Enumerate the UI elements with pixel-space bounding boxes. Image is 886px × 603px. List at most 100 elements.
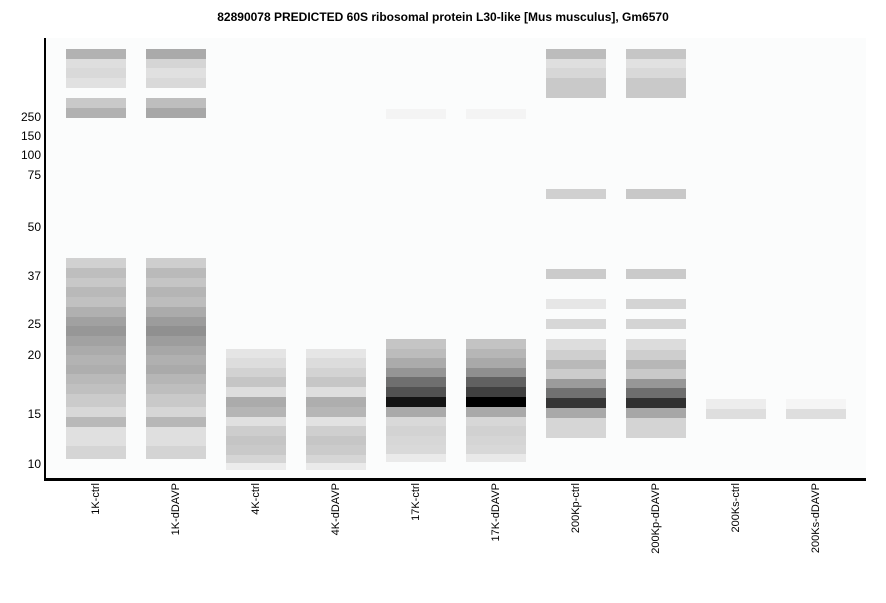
- gel-band: [226, 387, 286, 397]
- gel-band: [146, 317, 206, 326]
- gel-band: [66, 59, 126, 68]
- gel-lane: [146, 0, 206, 481]
- gel-band: [626, 418, 686, 438]
- gel-band: [146, 417, 206, 427]
- chart-title: 82890078 PREDICTED 60S ribosomal protein…: [217, 10, 669, 24]
- gel-band: [146, 374, 206, 384]
- gel-band: [66, 326, 126, 336]
- gel-band: [626, 350, 686, 360]
- x-axis-lane-label: 200Kp-dDAVP: [649, 483, 662, 554]
- gel-band: [226, 455, 286, 463]
- gel-band: [466, 407, 526, 417]
- gel-lane: [66, 0, 126, 481]
- gel-band: [546, 78, 606, 98]
- gel-band: [546, 398, 606, 408]
- gel-band: [66, 49, 126, 59]
- gel-band: [626, 360, 686, 369]
- gel-band: [466, 339, 526, 349]
- gel-band: [66, 384, 126, 394]
- gel-band: [626, 78, 686, 98]
- x-axis-line: [44, 478, 866, 481]
- gel-band: [306, 445, 366, 455]
- gel-band: [386, 368, 446, 377]
- gel-band: [146, 407, 206, 417]
- gel-band: [306, 426, 366, 436]
- gel-band: [546, 369, 606, 379]
- x-axis-lane-label: 200Kp-ctrl: [569, 483, 582, 534]
- gel-band: [146, 268, 206, 278]
- gel-band: [626, 299, 686, 309]
- gel-band: [146, 446, 206, 459]
- gel-lane: [386, 0, 446, 481]
- gel-band: [66, 98, 126, 108]
- gel-band: [546, 379, 606, 388]
- gel-band: [306, 387, 366, 397]
- gel-band: [66, 336, 126, 346]
- gel-band: [226, 407, 286, 417]
- gel-band: [66, 427, 126, 446]
- gel-band: [546, 59, 606, 68]
- y-axis-tick-label: 50: [27, 220, 41, 234]
- gel-lane: [466, 0, 526, 481]
- gel-band: [786, 409, 846, 419]
- gel-band: [546, 68, 606, 78]
- gel-band: [146, 346, 206, 355]
- gel-band: [66, 355, 126, 365]
- gel-band: [66, 365, 126, 374]
- gel-band: [386, 454, 446, 462]
- gel-band: [466, 349, 526, 358]
- gel-band: [306, 368, 366, 377]
- y-axis-tick-label: 250: [20, 110, 41, 124]
- gel-band: [66, 258, 126, 268]
- gel-band: [466, 445, 526, 454]
- gel-band: [386, 377, 446, 387]
- gel-band: [466, 397, 526, 407]
- gel-band: [786, 399, 846, 409]
- gel-band: [386, 387, 446, 397]
- gel-band: [226, 368, 286, 377]
- gel-band: [626, 388, 686, 398]
- gel-lane: [226, 0, 286, 481]
- x-axis-lane-label: 17K-ctrl: [409, 483, 422, 521]
- y-axis-tick-label: 150: [20, 129, 41, 143]
- y-axis-tick-label: 10: [27, 457, 41, 471]
- gel-band: [466, 109, 526, 119]
- y-axis-tick-label: 25: [27, 317, 41, 331]
- gel-band: [66, 307, 126, 317]
- gel-band: [386, 436, 446, 445]
- gel-band: [226, 417, 286, 426]
- gel-band: [626, 398, 686, 408]
- gel-band: [146, 78, 206, 88]
- gel-band: [306, 407, 366, 417]
- gel-band: [546, 189, 606, 199]
- gel-band: [466, 436, 526, 445]
- gel-band: [66, 278, 126, 287]
- gel-band: [146, 326, 206, 336]
- x-axis-lane-label: 4K-ctrl: [249, 483, 262, 515]
- x-axis-lane-label: 200Ks-dDAVP: [809, 483, 822, 554]
- gel-band: [146, 287, 206, 297]
- gel-band: [626, 369, 686, 379]
- gel-band: [226, 463, 286, 470]
- gel-band: [626, 408, 686, 418]
- gel-band: [386, 445, 446, 454]
- gel-band: [546, 408, 606, 418]
- gel-band: [386, 109, 446, 119]
- gel-band: [626, 269, 686, 279]
- gel-band: [66, 346, 126, 355]
- gel-band: [66, 287, 126, 297]
- gel-band: [226, 445, 286, 455]
- gel-band: [306, 436, 366, 445]
- gel-lane: [706, 0, 766, 481]
- gel-band: [66, 317, 126, 326]
- gel-band: [146, 108, 206, 118]
- gel-band: [66, 417, 126, 427]
- gel-band: [626, 379, 686, 388]
- gel-lane: [786, 0, 846, 481]
- gel-band: [466, 377, 526, 387]
- y-axis-tick-label: 100: [20, 148, 41, 162]
- gel-band: [626, 49, 686, 59]
- gel-band: [626, 319, 686, 329]
- gel-band: [226, 397, 286, 407]
